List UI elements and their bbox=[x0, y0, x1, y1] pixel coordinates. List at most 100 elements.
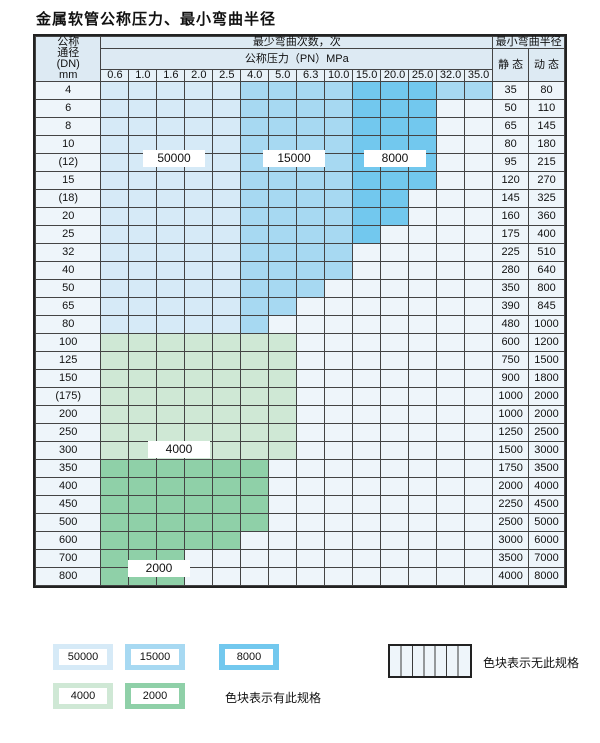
spec-cell-empty bbox=[268, 513, 298, 532]
spec-cell-empty bbox=[296, 351, 326, 370]
spec-cell-filled bbox=[240, 117, 270, 136]
spec-cell-empty bbox=[408, 495, 438, 514]
spec-cell-empty bbox=[352, 423, 382, 442]
spec-cell-filled bbox=[268, 243, 298, 262]
spec-cell-empty bbox=[380, 405, 410, 424]
dn-header-line-3: (DN) bbox=[56, 58, 80, 70]
spec-cell-filled bbox=[268, 369, 298, 388]
spec-cell-empty bbox=[464, 405, 494, 424]
spec-cell-empty bbox=[436, 315, 466, 334]
dn-value-cell: 40 bbox=[34, 261, 102, 280]
spec-cell-filled bbox=[128, 387, 158, 406]
spec-cell-filled bbox=[212, 387, 242, 406]
spec-cell-empty bbox=[212, 549, 242, 568]
spec-cell-empty bbox=[296, 549, 326, 568]
pressure-column-header: 0.6 bbox=[100, 69, 130, 82]
spec-cell-empty bbox=[268, 459, 298, 478]
spec-cell-empty bbox=[380, 351, 410, 370]
radius-static-cell: 160 bbox=[492, 207, 530, 226]
spec-cell-filled bbox=[240, 81, 270, 100]
spec-cell-filled bbox=[100, 243, 130, 262]
spec-cell-filled bbox=[352, 135, 382, 154]
spec-cell-empty bbox=[352, 243, 382, 262]
spec-cell-filled bbox=[212, 243, 242, 262]
table-row: 400 2000 4000 bbox=[34, 477, 565, 496]
spec-cell-empty bbox=[408, 531, 438, 550]
spec-cell-empty bbox=[352, 297, 382, 316]
spec-cell-filled bbox=[240, 333, 270, 352]
radius-static-cell: 350 bbox=[492, 279, 530, 298]
spec-cell-filled bbox=[184, 171, 214, 190]
spec-cell-empty bbox=[352, 513, 382, 532]
spec-cell-empty bbox=[464, 189, 494, 208]
radius-dynamic-cell: 215 bbox=[528, 153, 565, 172]
spec-cell-empty bbox=[380, 297, 410, 316]
spec-cell-empty bbox=[436, 369, 466, 388]
spec-cell-filled bbox=[268, 441, 298, 460]
spec-cell-filled bbox=[128, 459, 158, 478]
spec-cell-filled bbox=[128, 315, 158, 334]
radius-dynamic-cell: 5000 bbox=[528, 513, 565, 532]
spec-cell-empty bbox=[408, 387, 438, 406]
spec-cell-filled bbox=[296, 171, 326, 190]
radius-static-cell: 750 bbox=[492, 351, 530, 370]
radius-static-cell: 600 bbox=[492, 333, 530, 352]
radius-static-cell: 900 bbox=[492, 369, 530, 388]
spec-cell-empty bbox=[464, 387, 494, 406]
spec-cell-empty bbox=[380, 477, 410, 496]
spec-cell-filled bbox=[212, 189, 242, 208]
spec-cell-empty bbox=[268, 315, 298, 334]
table-row: 20 160 360 bbox=[34, 207, 565, 226]
legend-has-spec-text: 色块表示有此规格 bbox=[225, 691, 322, 705]
spec-cell-empty bbox=[436, 459, 466, 478]
spec-cell-empty bbox=[436, 351, 466, 370]
table-row: 65 390 845 bbox=[34, 297, 565, 316]
spec-cell-empty bbox=[408, 243, 438, 262]
spec-cell-empty bbox=[268, 549, 298, 568]
spec-cell-filled bbox=[184, 135, 214, 154]
spec-cell-filled bbox=[408, 135, 438, 154]
table-row: 800 4000 8000 bbox=[34, 567, 565, 586]
spec-cell-filled bbox=[156, 81, 186, 100]
spec-cell-filled bbox=[100, 495, 130, 514]
spec-cell-filled bbox=[268, 117, 298, 136]
spec-cell-filled bbox=[352, 207, 382, 226]
radius-static-cell: 145 bbox=[492, 189, 530, 208]
spec-cell-filled bbox=[184, 513, 214, 532]
spec-cell-empty bbox=[324, 297, 354, 316]
pressure-column-header: 25.0 bbox=[408, 69, 438, 82]
spec-cell-empty bbox=[296, 459, 326, 478]
pressure-column-header: 1.6 bbox=[156, 69, 186, 82]
radius-dynamic-cell: 400 bbox=[528, 225, 565, 244]
radius-dynamic-cell: 110 bbox=[528, 99, 565, 118]
spec-cell-filled bbox=[212, 315, 242, 334]
spec-cell-filled bbox=[380, 81, 410, 100]
radius-static-cell: 80 bbox=[492, 135, 530, 154]
spec-cell-filled bbox=[268, 189, 298, 208]
spec-cell-filled bbox=[380, 189, 410, 208]
pressure-column-header: 5.0 bbox=[268, 69, 298, 82]
spec-cell-empty bbox=[380, 315, 410, 334]
radius-static-cell: 95 bbox=[492, 153, 530, 172]
spec-cell-filled bbox=[268, 261, 298, 280]
pressure-column-header: 2.5 bbox=[212, 69, 242, 82]
spec-cell-empty bbox=[436, 135, 466, 154]
radius-static-cell: 480 bbox=[492, 315, 530, 334]
spec-cell-filled bbox=[240, 387, 270, 406]
spec-cell-filled bbox=[184, 99, 214, 118]
radius-dynamic-cell: 7000 bbox=[528, 549, 565, 568]
spec-cell-filled bbox=[296, 279, 326, 298]
spec-cell-empty bbox=[324, 369, 354, 388]
spec-cell-filled bbox=[352, 99, 382, 118]
table-row: 125 750 1500 bbox=[34, 351, 565, 370]
spec-table-container: 公称 通径 (DN) mm 最少弯曲次数，次 最小弯曲半径 公称压力（PN）MP… bbox=[33, 34, 567, 588]
spec-cell-filled bbox=[184, 405, 214, 424]
spec-cell-empty bbox=[380, 549, 410, 568]
spec-cell-empty bbox=[296, 387, 326, 406]
radius-static-cell: 280 bbox=[492, 261, 530, 280]
spec-cell-empty bbox=[408, 459, 438, 478]
spec-cell-filled bbox=[212, 441, 242, 460]
pressure-column-header: 4.0 bbox=[240, 69, 270, 82]
table-row: 500 2500 5000 bbox=[34, 513, 565, 532]
spec-cell-empty bbox=[296, 531, 326, 550]
